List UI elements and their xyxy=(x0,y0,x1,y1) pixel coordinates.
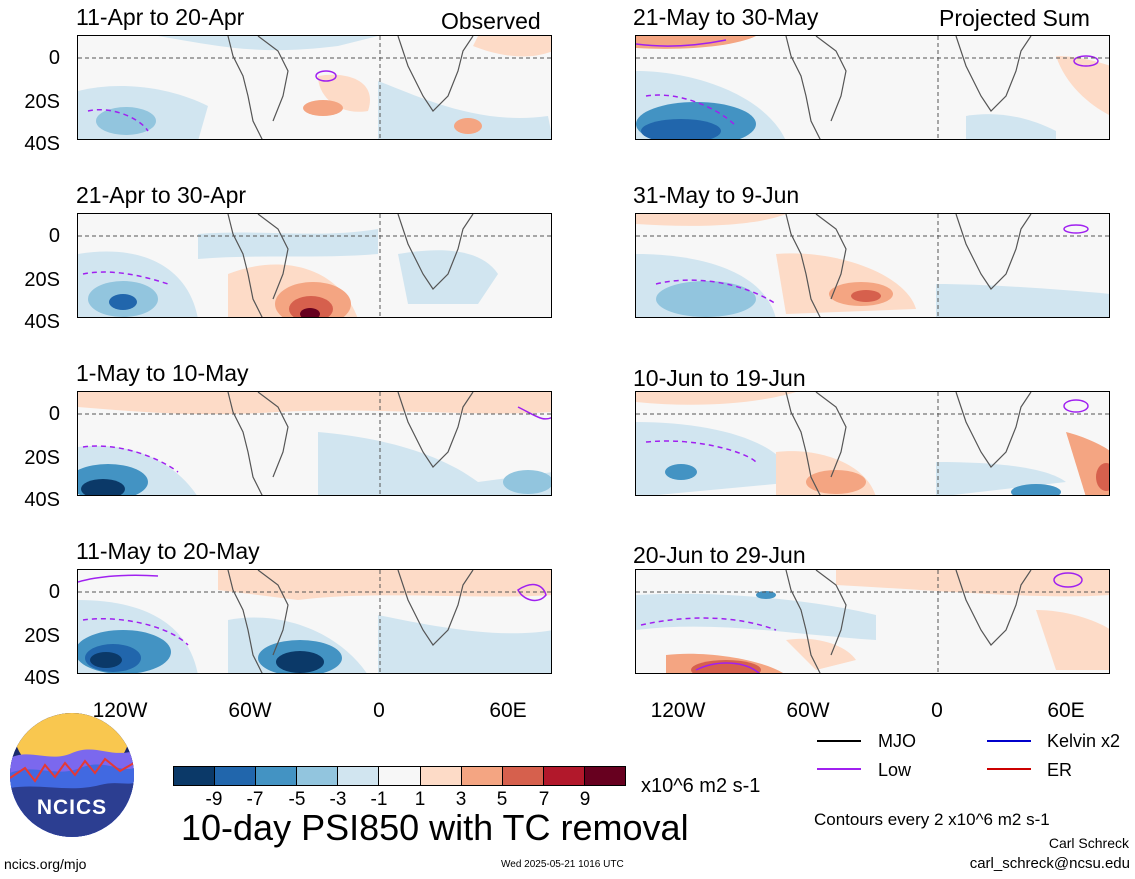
colorbar-swatch xyxy=(543,767,585,785)
colorbar-tick: 3 xyxy=(455,789,467,810)
panel-title-r1: 31-May to 9-Jun xyxy=(633,182,800,208)
low-legend-line xyxy=(817,768,861,770)
lat-label-40s: 40S xyxy=(24,667,60,689)
lon-label-0: 0 xyxy=(373,699,385,722)
lat-label-20s: 20S xyxy=(24,91,60,113)
mjo-legend-label: MJO xyxy=(878,731,916,751)
colorbar-swatch xyxy=(502,767,544,785)
ncics-logo[interactable]: NCICS xyxy=(10,713,134,837)
lat-label-0: 0 xyxy=(48,581,60,603)
colorbar-tick: 7 xyxy=(538,789,550,810)
lon-label-120w: 120W xyxy=(650,699,706,722)
colorbar-tick: -1 xyxy=(370,789,388,810)
er-legend-label: ER xyxy=(1047,760,1073,780)
er-legend-line xyxy=(987,768,1031,770)
map-panel-r2 xyxy=(635,391,1110,496)
lon-label-60w: 60W xyxy=(228,699,272,722)
panel-title-l2: 1-May to 10-May xyxy=(76,360,249,386)
lon-label-120w: 120W xyxy=(92,699,148,722)
mjo-legend-line xyxy=(817,740,861,742)
lat-label-0: 0 xyxy=(48,225,60,247)
colorbar-swatch xyxy=(256,767,298,785)
contours-note: Contours every 2 x10^6 m2 s-1 xyxy=(814,810,1050,829)
kelvin-legend-line xyxy=(987,740,1031,742)
colorbar xyxy=(173,766,626,786)
colorbar-tick: 5 xyxy=(496,789,508,810)
colorbar-tick: -3 xyxy=(329,789,347,810)
map-panel-l2 xyxy=(77,391,552,496)
colorbar-tick: -5 xyxy=(288,789,306,810)
lat-label-20s: 20S xyxy=(24,625,60,647)
colorbar-swatch xyxy=(584,767,626,785)
colorbar-swatch xyxy=(297,767,339,785)
colorbar-tick: 9 xyxy=(579,789,591,810)
lat-label-40s: 40S xyxy=(24,133,60,155)
map-panel-l1 xyxy=(77,213,552,318)
colorbar-tick: 1 xyxy=(414,789,426,810)
map-panel-r1 xyxy=(635,213,1110,318)
panel-title-l1: 21-Apr to 30-Apr xyxy=(76,182,247,208)
colorbar-swatch xyxy=(420,767,462,785)
lat-label-0: 0 xyxy=(48,403,60,425)
observed-label: Observed xyxy=(441,8,541,34)
panel-title-l3: 11-May to 20-May xyxy=(76,538,260,564)
author-email[interactable]: carl_schreck@ncsu.edu xyxy=(969,855,1130,872)
lat-label-20s: 20S xyxy=(24,269,60,291)
website-link[interactable]: ncics.org/mjo xyxy=(4,856,87,872)
lon-label-60w: 60W xyxy=(786,699,830,722)
panel-title-r0: 21-May to 30-May xyxy=(633,4,819,30)
colorbar-units: x10^6 m2 s-1 xyxy=(641,775,761,797)
kelvin-legend-label: Kelvin x2 xyxy=(1047,731,1121,751)
colorbar-tick: -9 xyxy=(205,789,223,810)
lat-label-40s: 40S xyxy=(24,489,60,511)
lon-label-60e: 60E xyxy=(489,699,527,722)
timestamp: Wed 2025-05-21 1016 UTC xyxy=(501,859,624,870)
lat-label-20s: 20S xyxy=(24,447,60,469)
panel-title-r2: 10-Jun to 19-Jun xyxy=(633,365,806,391)
panel-title-l0: 11-Apr to 20-Apr xyxy=(76,4,245,30)
map-panel-r3 xyxy=(635,569,1110,674)
lat-label-40s: 40S xyxy=(24,311,60,333)
colorbar-tick: -7 xyxy=(246,789,264,810)
colorbar-swatch xyxy=(338,767,380,785)
figure-title: 10-day PSI850 with TC removal xyxy=(181,807,689,848)
colorbar-swatch xyxy=(215,767,257,785)
map-panel-l3 xyxy=(77,569,552,674)
lon-label-0: 0 xyxy=(931,699,943,722)
low-legend-label: Low xyxy=(878,760,912,780)
lat-label-0: 0 xyxy=(48,47,60,69)
panel-title-r3: 20-Jun to 29-Jun xyxy=(633,542,806,568)
colorbar-swatch xyxy=(379,767,421,785)
map-panel-l0 xyxy=(77,35,552,140)
colorbar-swatch xyxy=(461,767,503,785)
map-panel-r0 xyxy=(635,35,1110,140)
lon-label-60e: 60E xyxy=(1047,699,1085,722)
author-credit: Carl Schreck xyxy=(1048,835,1129,851)
logo-text: NCICS xyxy=(36,796,108,819)
projected-label: Projected Sum xyxy=(939,5,1090,31)
colorbar-swatch xyxy=(174,767,216,785)
